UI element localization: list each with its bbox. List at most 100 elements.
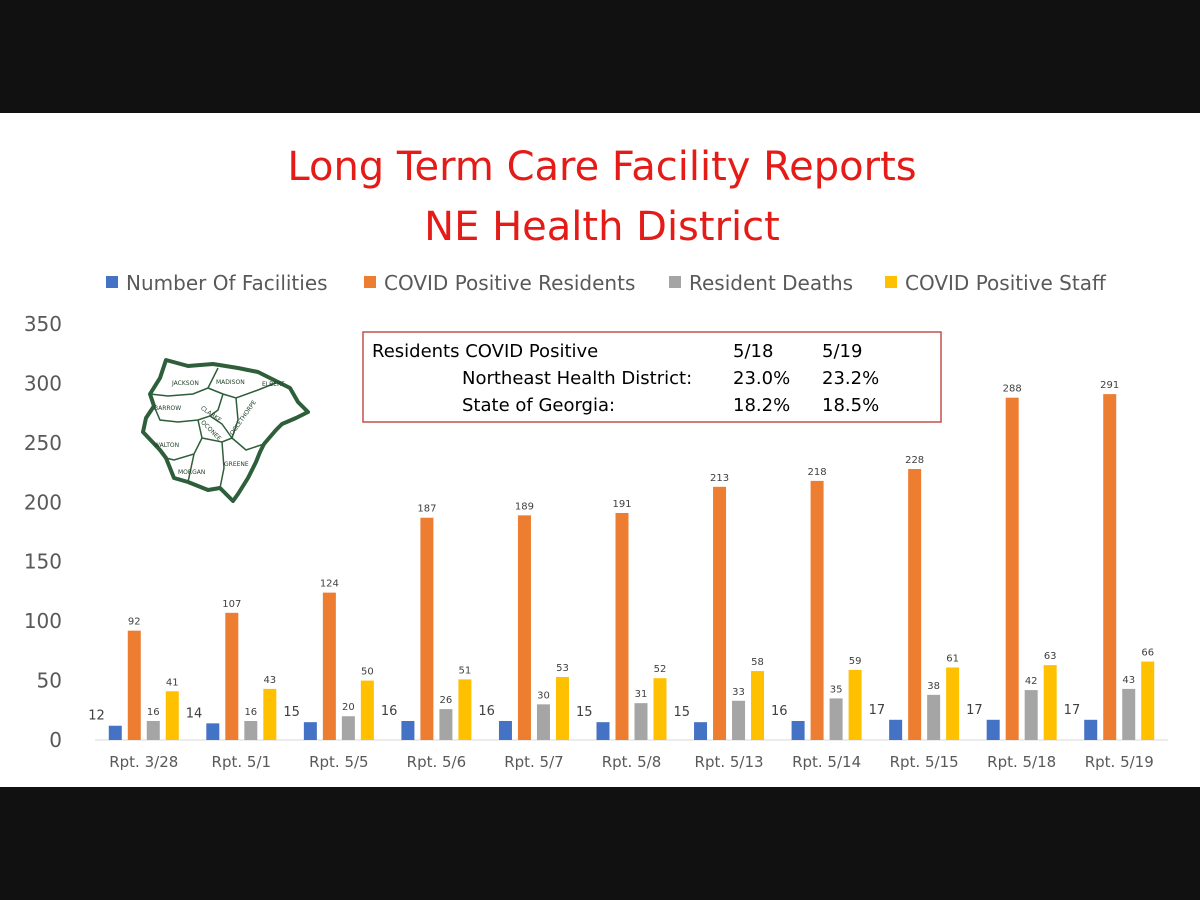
- bar-deaths: [1024, 690, 1038, 740]
- bar-facilities: [694, 722, 708, 740]
- x-axis: Rpt. 3/28 Rpt. 5/1 Rpt. 5/5 Rpt. 5/6 Rpt. 5/…: [109, 753, 1154, 771]
- data-label-staff: 43: [263, 675, 276, 686]
- data-label-residents: 187: [417, 504, 436, 515]
- county-borders: [149, 367, 279, 489]
- bar-deaths: [732, 700, 746, 740]
- inset-col2-header: 5/19: [822, 341, 862, 362]
- bar-facilities: [401, 720, 415, 740]
- bar-staff: [653, 678, 667, 740]
- bar-deaths: [244, 720, 258, 740]
- bar-deaths: [146, 720, 160, 740]
- bar-residents: [322, 592, 336, 740]
- bar-staff: [1043, 665, 1057, 740]
- data-label-facilities: 15: [576, 705, 593, 720]
- data-label-facilities: 16: [381, 704, 398, 719]
- map-label-greene: GREENE: [224, 461, 249, 468]
- x-tick-label: Rpt. 5/15: [890, 753, 959, 771]
- bar-residents: [127, 630, 141, 740]
- bar-facilities: [303, 722, 317, 740]
- x-tick-label: Rpt. 5/14: [792, 753, 861, 771]
- data-label-facilities: 17: [869, 703, 886, 718]
- data-label-deaths: 16: [244, 707, 257, 718]
- y-tick-label: 300: [24, 371, 62, 395]
- bar-staff: [458, 679, 472, 740]
- bar-deaths: [439, 709, 453, 740]
- bar-residents: [908, 469, 922, 740]
- bar-staff: [1141, 661, 1155, 740]
- y-tick-label: 100: [24, 609, 62, 633]
- y-tick-label: 150: [24, 550, 62, 574]
- legend-label-residents: COVID Positive Residents: [384, 271, 635, 295]
- y-tick-label: 200: [24, 490, 62, 514]
- chart: Long Term Care Facility Reports NE Healt…: [24, 144, 1168, 771]
- data-label-deaths: 26: [440, 695, 453, 706]
- legend: Number Of Facilities COVID Positive Resi…: [106, 271, 1107, 295]
- bar-staff: [555, 677, 569, 740]
- bar-residents: [713, 486, 727, 740]
- bar-facilities: [986, 719, 1000, 740]
- bar-deaths: [1122, 688, 1136, 740]
- data-label-staff: 53: [556, 663, 569, 674]
- inset-row-value: 18.5%: [822, 395, 879, 416]
- data-label-staff: 50: [361, 667, 374, 678]
- y-tick-label: 350: [24, 312, 62, 336]
- x-tick-label: Rpt. 5/18: [987, 753, 1056, 771]
- x-tick-label: Rpt. 3/28: [109, 753, 178, 771]
- bar-facilities: [791, 720, 805, 740]
- data-label-staff: 51: [459, 665, 472, 676]
- inset-row-value: 23.2%: [822, 368, 879, 389]
- legend-label-deaths: Resident Deaths: [689, 271, 853, 295]
- slide: Long Term Care Facility Reports NE Healt…: [0, 113, 1200, 787]
- map-label-jackson: JACKSON: [171, 380, 199, 387]
- data-label-deaths: 43: [1122, 675, 1135, 686]
- legend-swatch-staff: [885, 276, 897, 288]
- bars: 12 92 16 41 14 107 16 43 15 124 20 50 16 187 26 51 16 189…: [88, 380, 1155, 740]
- legend-swatch-facilities: [106, 276, 118, 288]
- data-label-residents: 218: [808, 467, 827, 478]
- bar-staff: [360, 680, 374, 740]
- data-label-deaths: 42: [1025, 676, 1038, 687]
- bar-residents: [1103, 394, 1117, 740]
- bar-deaths: [536, 704, 550, 740]
- bar-facilities: [206, 723, 220, 740]
- bar-residents: [420, 517, 434, 740]
- bar-staff: [751, 671, 765, 740]
- inset-header: Residents COVID Positive: [372, 341, 598, 362]
- data-label-deaths: 31: [635, 689, 648, 700]
- map-label-walton: WALTON: [154, 442, 179, 449]
- bar-facilities: [889, 719, 903, 740]
- data-label-staff: 59: [849, 656, 862, 667]
- bar-deaths: [927, 694, 941, 740]
- data-label-facilities: 17: [1064, 703, 1081, 718]
- data-label-deaths: 30: [537, 690, 550, 701]
- inset-row-value: 23.0%: [733, 368, 790, 389]
- x-tick-label: Rpt. 5/19: [1085, 753, 1154, 771]
- data-label-facilities: 15: [673, 705, 690, 720]
- chart-title: Long Term Care Facility Reports: [287, 144, 916, 190]
- chart-subtitle: NE Health District: [424, 204, 780, 250]
- data-label-staff: 66: [1141, 648, 1154, 659]
- data-label-facilities: 12: [88, 709, 105, 724]
- y-tick-label: 0: [49, 728, 62, 752]
- bar-facilities: [108, 725, 122, 740]
- bar-residents: [517, 515, 531, 740]
- data-label-staff: 63: [1044, 651, 1057, 662]
- data-label-residents: 291: [1100, 380, 1119, 391]
- data-label-residents: 191: [612, 499, 631, 510]
- data-label-deaths: 20: [342, 702, 355, 713]
- data-label-deaths: 33: [732, 687, 745, 698]
- data-label-residents: 107: [222, 599, 241, 610]
- data-label-facilities: 17: [966, 703, 983, 718]
- y-tick-label: 250: [24, 431, 62, 455]
- data-label-facilities: 16: [478, 704, 495, 719]
- y-axis: 0 50 100 150 200 250 300 350: [24, 312, 62, 752]
- bar-residents: [225, 612, 239, 740]
- inset-border: [362, 331, 942, 423]
- data-label-facilities: 16: [771, 704, 788, 719]
- inset-box: Residents COVID Positive 5/18 5/19 North…: [362, 331, 942, 423]
- x-tick-label: Rpt. 5/5: [309, 753, 369, 771]
- inset-row-label: State of Georgia:: [462, 395, 615, 416]
- bar-facilities: [596, 722, 610, 740]
- map-label-madison: MADISON: [216, 379, 245, 386]
- data-label-deaths: 16: [147, 707, 160, 718]
